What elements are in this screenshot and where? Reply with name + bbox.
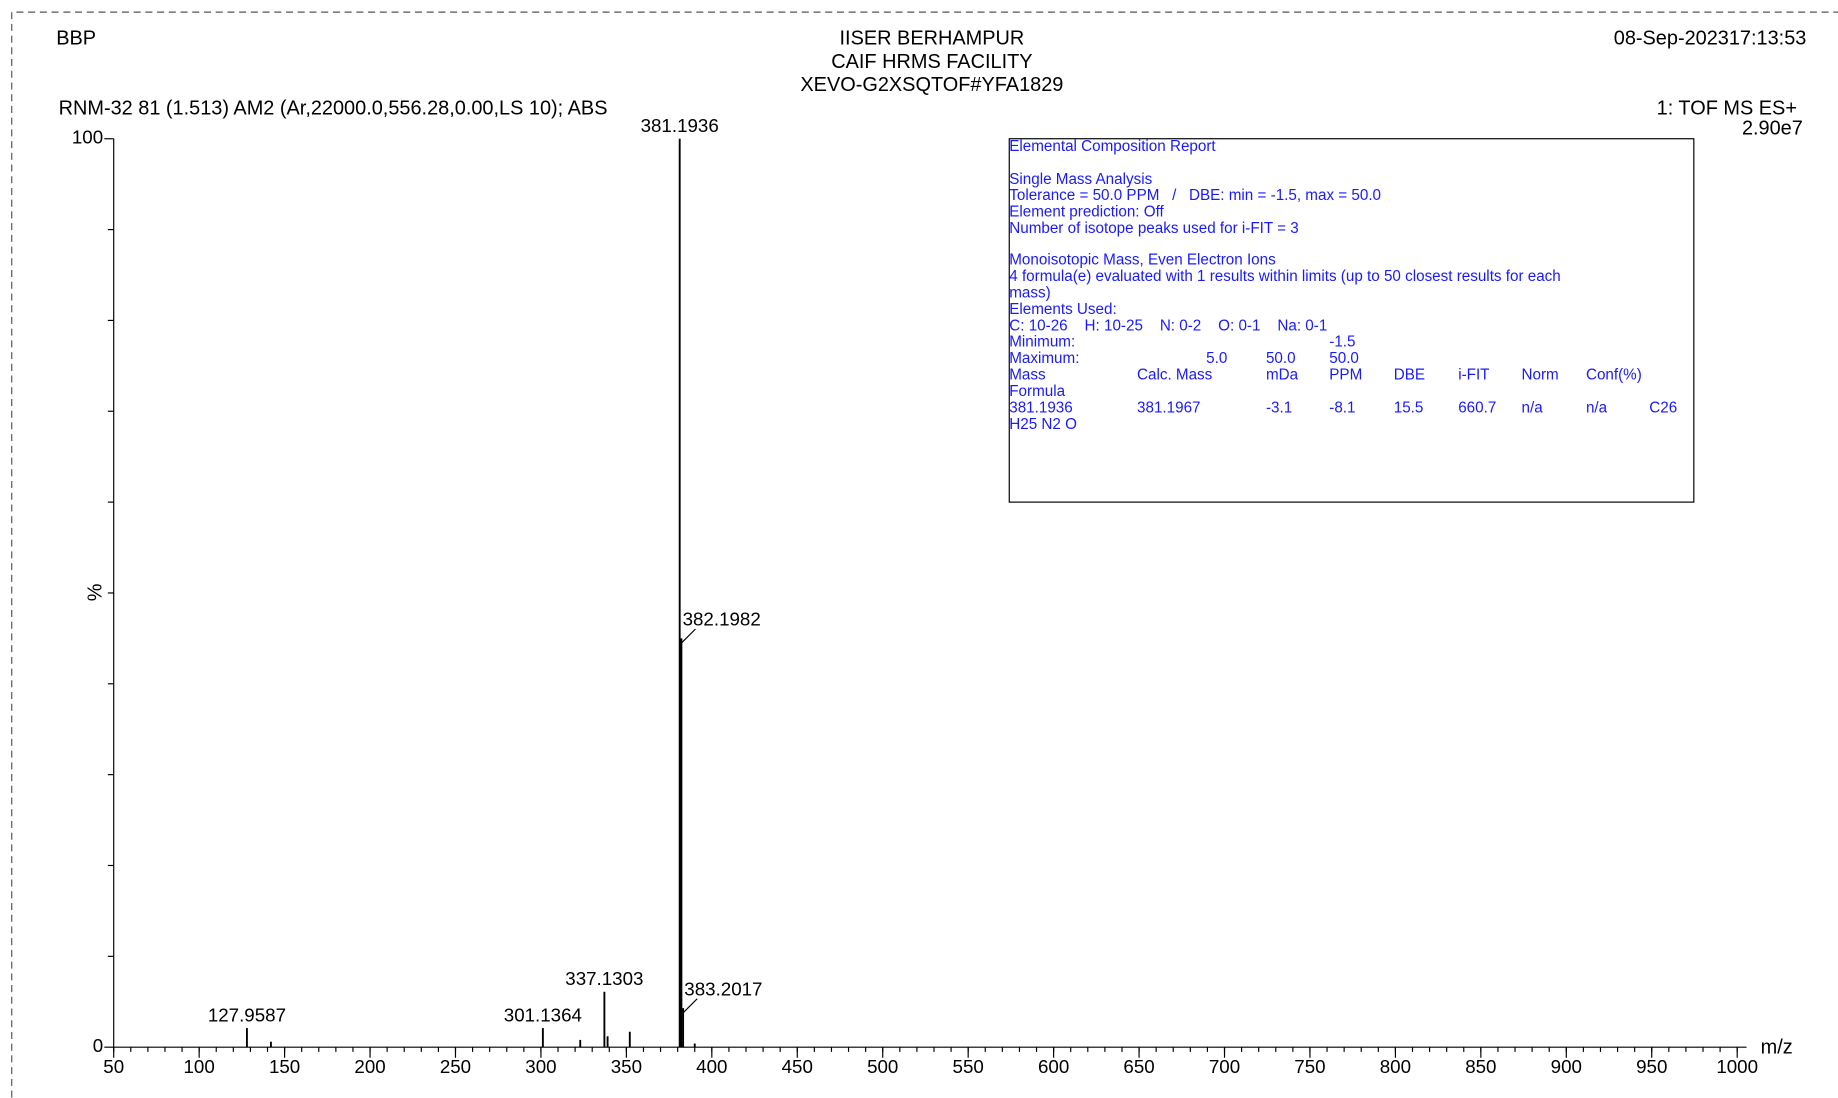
report-line: mass) bbox=[1009, 284, 1050, 301]
report-cell: 381.1967 bbox=[1137, 399, 1200, 416]
peak-label: 381.1936 bbox=[641, 115, 719, 136]
intensity: 2.90e7 bbox=[1742, 118, 1803, 140]
x-tick-label: 250 bbox=[440, 1056, 471, 1077]
x-tick-label: 700 bbox=[1209, 1056, 1240, 1077]
scan-info: RNM-32 81 (1.513) AM2 (Ar,22000.0,556.28… bbox=[59, 98, 608, 120]
report-cell: Calc. Mass bbox=[1137, 367, 1213, 384]
y-tick-label: 0 bbox=[93, 1035, 103, 1056]
report-line: Element prediction: Off bbox=[1009, 204, 1164, 221]
report-cell: Minimum: bbox=[1009, 334, 1075, 351]
report-cell: Conf(%) bbox=[1586, 367, 1642, 384]
report-cell: 15.5 bbox=[1394, 399, 1424, 416]
x-tick-label: 650 bbox=[1123, 1056, 1154, 1077]
report-cell: i-FIT bbox=[1458, 367, 1489, 384]
y-tick-label: 100 bbox=[72, 127, 103, 148]
peak-label: 383.2017 bbox=[684, 978, 762, 999]
report-line: Number of isotope peaks used for i-FIT =… bbox=[1009, 220, 1298, 237]
report-cell: DBE bbox=[1394, 367, 1425, 384]
x-tick-label: 300 bbox=[525, 1056, 556, 1077]
x-tick-label: 850 bbox=[1465, 1056, 1496, 1077]
report-cell: PPM bbox=[1329, 367, 1362, 384]
x-tick-label: 350 bbox=[611, 1056, 642, 1077]
report-cell: -8.1 bbox=[1329, 399, 1355, 416]
x-axis-label: m/z bbox=[1761, 1037, 1793, 1059]
header-center: IISER BERHAMPUR bbox=[840, 27, 1025, 49]
x-tick-label: 1000 bbox=[1716, 1056, 1758, 1077]
report-cell: 5.0 bbox=[1206, 350, 1227, 367]
header-right: 08-Sep-202317:13:53 bbox=[1614, 27, 1807, 49]
x-tick-label: 400 bbox=[696, 1056, 727, 1077]
report-cell: C26 bbox=[1649, 399, 1677, 416]
x-tick-label: 500 bbox=[867, 1056, 898, 1077]
report-cell: Mass bbox=[1009, 367, 1046, 384]
report-cell: -1.5 bbox=[1329, 334, 1355, 351]
peak-label: 127.9587 bbox=[208, 1004, 286, 1025]
report-cell: mDa bbox=[1266, 367, 1299, 384]
report-cell: Norm bbox=[1522, 367, 1559, 384]
x-tick-label: 450 bbox=[782, 1056, 813, 1077]
report-line: Tolerance = 50.0 PPM / DBE: min = -1.5, … bbox=[1009, 187, 1381, 204]
header-center: XEVO-G2XSQTOF#YFA1829 bbox=[800, 74, 1063, 96]
report-cell: n/a bbox=[1522, 399, 1544, 416]
function-info: 1: TOF MS ES+ bbox=[1657, 98, 1797, 120]
report-line: C: 10-26 H: 10-25 N: 0-2 O: 0-1 Na: 0-1 bbox=[1009, 317, 1327, 334]
report-line: Monoisotopic Mass, Even Electron Ions bbox=[1009, 252, 1276, 269]
report-line: 4 formula(e) evaluated with 1 results wi… bbox=[1009, 268, 1561, 285]
x-tick-label: 150 bbox=[269, 1056, 300, 1077]
report-cell: -3.1 bbox=[1266, 399, 1292, 416]
label-leader bbox=[680, 628, 696, 644]
report-cell: 50.0 bbox=[1329, 350, 1359, 367]
report-cell: 381.1936 bbox=[1009, 399, 1072, 416]
report-title: Elemental Composition Report bbox=[1009, 138, 1216, 155]
x-tick-label: 600 bbox=[1038, 1056, 1069, 1077]
report-line: Elements Used: bbox=[1009, 301, 1116, 318]
x-tick-label: 50 bbox=[103, 1056, 124, 1077]
report-cell: H25 N2 O bbox=[1009, 416, 1077, 433]
report-cell: Formula bbox=[1009, 383, 1065, 400]
x-tick-label: 100 bbox=[184, 1056, 215, 1077]
x-tick-label: 900 bbox=[1551, 1056, 1582, 1077]
report-cell: 660.7 bbox=[1458, 399, 1496, 416]
y-axis-label: % bbox=[84, 584, 106, 602]
peak-label: 337.1303 bbox=[565, 968, 643, 989]
report-box bbox=[1008, 138, 1695, 503]
x-tick-label: 950 bbox=[1636, 1056, 1667, 1077]
x-tick-label: 800 bbox=[1380, 1056, 1411, 1077]
x-tick-label: 200 bbox=[354, 1056, 385, 1077]
peak-label: 301.1364 bbox=[504, 1004, 582, 1025]
header-left: BBP bbox=[56, 27, 96, 49]
report-cell: n/a bbox=[1586, 399, 1608, 416]
report-line: Single Mass Analysis bbox=[1009, 171, 1152, 188]
report-cell: 50.0 bbox=[1266, 350, 1296, 367]
page-border bbox=[11, 11, 1838, 1098]
label-leader bbox=[682, 998, 698, 1014]
header-center: CAIF HRMS FACILITY bbox=[831, 51, 1032, 73]
peak-label: 382.1982 bbox=[683, 609, 761, 630]
x-tick-label: 550 bbox=[953, 1056, 984, 1077]
report-cell: Maximum: bbox=[1009, 350, 1079, 367]
x-tick-label: 750 bbox=[1294, 1056, 1325, 1077]
